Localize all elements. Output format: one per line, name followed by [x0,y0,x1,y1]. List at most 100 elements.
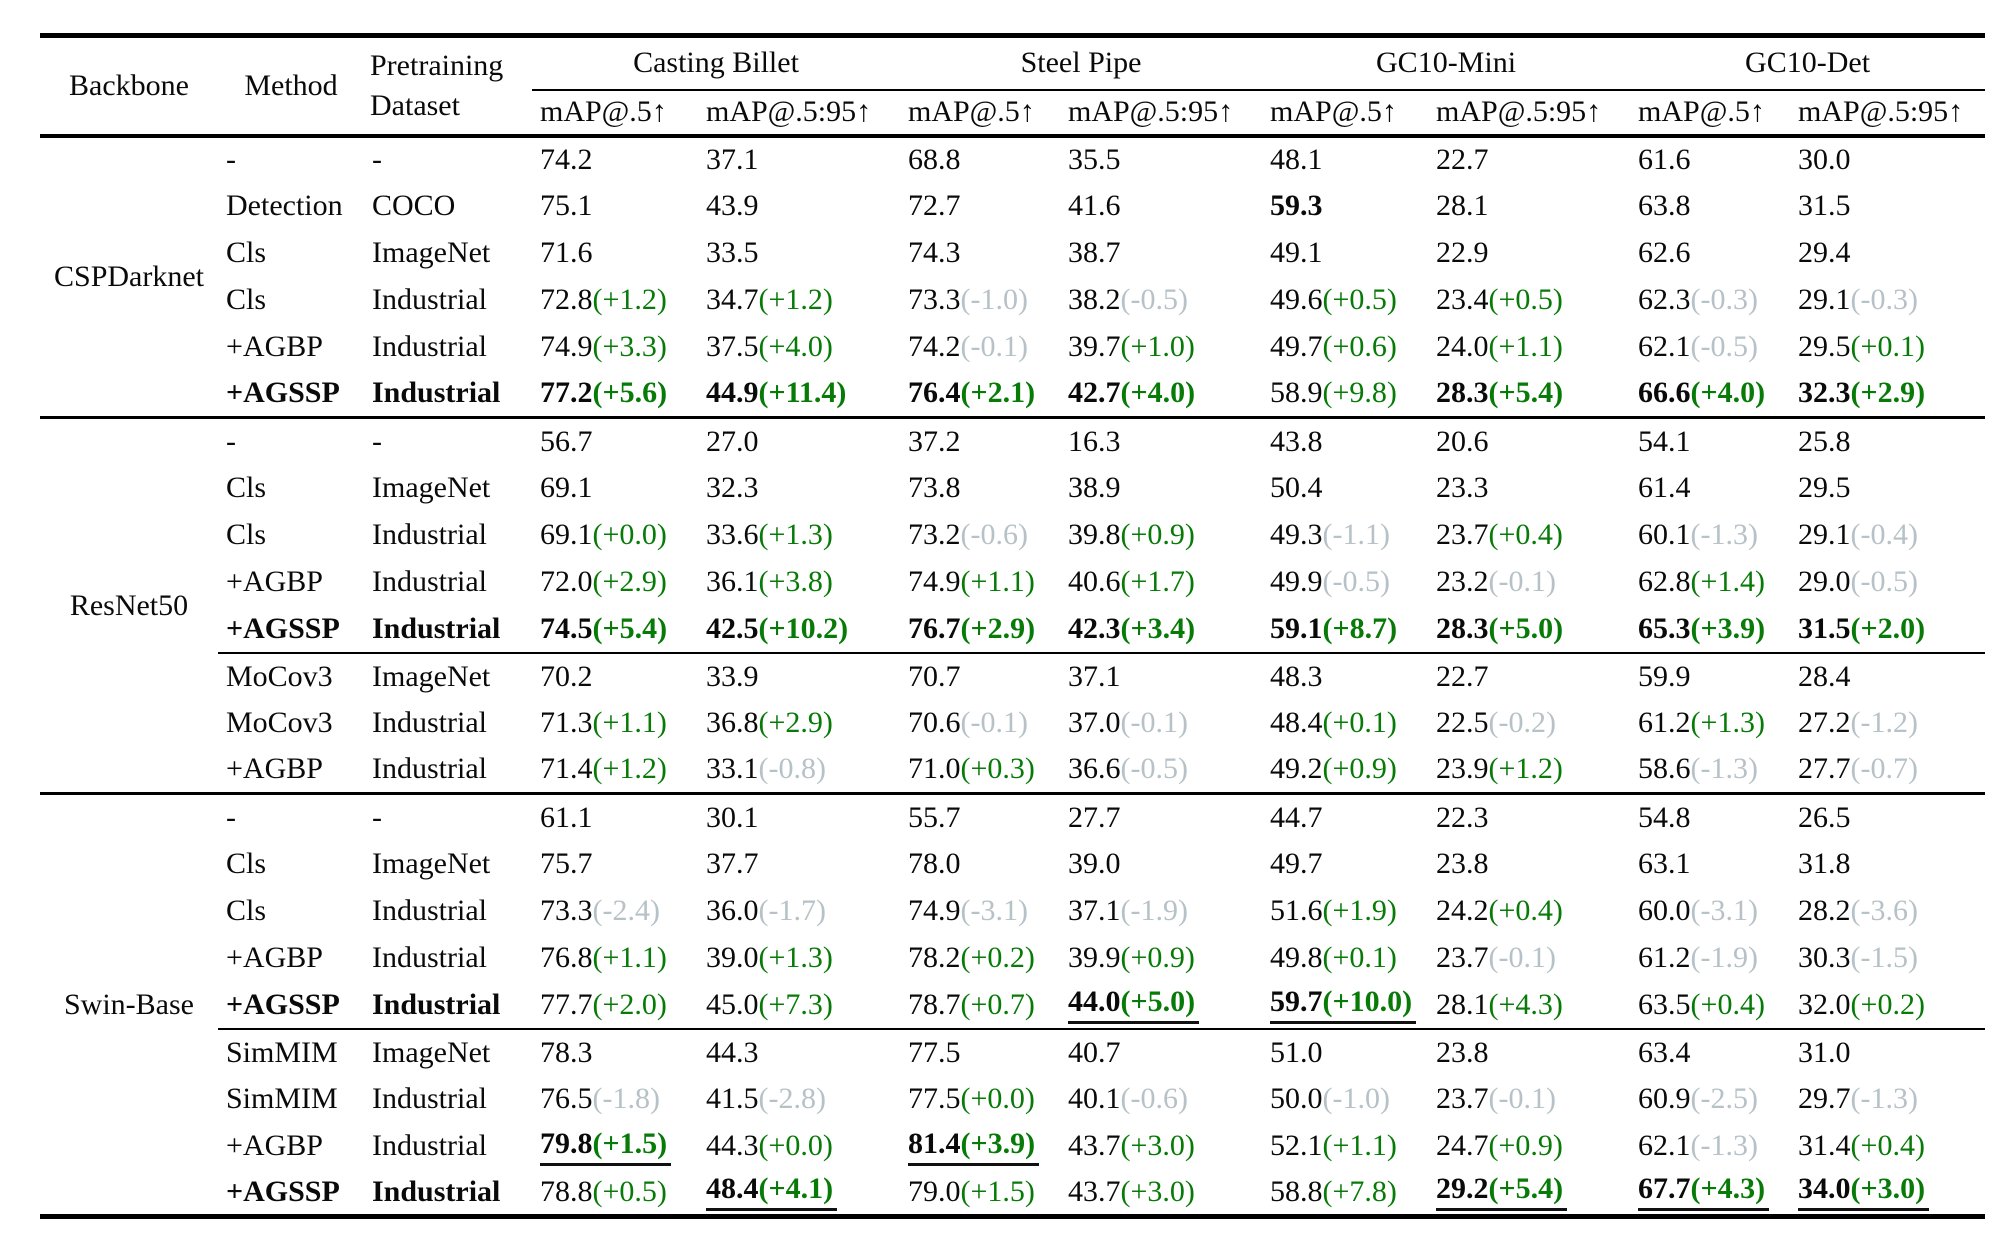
metric-value-cell: 29.0(-0.5) [1790,559,1985,606]
metric-value: 58.9(+9.8) [1270,376,1397,410]
metric-value: 32.3 [706,471,759,504]
metric-value: 76.8(+1.1) [540,941,667,974]
metric-value: 48.4(+4.1) [706,1172,838,1212]
method-cell: Cls [226,236,267,269]
metric-value-cell: 78.2(+0.2) [900,935,1060,982]
metric-value-cell: 77.7(+2.0) [532,982,698,1029]
metric-value: 48.4(+0.1) [1270,706,1397,739]
metric-value: 23.7(-0.1) [1436,1082,1556,1115]
delta-value: (+0.0) [758,1129,833,1162]
metric-value-cell: 61.4 [1630,465,1790,512]
metric-value: 51.6(+1.9) [1270,894,1397,927]
table-row: SimMIM ImageNet 78.3 44.3 77.5 40.7 51.0 23.8 63… [40,1027,1986,1076]
metric-value: 70.7 [908,659,961,693]
metric-value-cell: 69.1 [532,465,698,512]
metric-value-cell: 69.1(+0.0) [532,512,698,559]
metric-value-cell: 26.5 [1790,792,1986,841]
metric-value-cell: 28.4 [1790,651,1986,700]
metric-value-cell: 28.1(+4.3) [1428,982,1630,1029]
metric-value: 32.0(+0.2) [1798,987,1925,1021]
metric-value: 68.8 [908,143,961,176]
pretraining-dataset-cell: - [372,143,382,176]
metric-value-cell: 74.5(+5.4) [532,606,698,653]
metric-value: 78.2(+0.2) [908,941,1035,974]
method-cell: Cls [226,847,267,880]
metric-header-map5095: mAP@.5:95↑ [698,89,900,138]
metric-value-cell: 72.7 [900,183,1060,230]
pretraining-header-line1: Pretraining [370,48,504,82]
delta-value: (+5.0) [1120,985,1196,1018]
metric-value-cell: 43.7(+3.0) [1060,1123,1262,1170]
metric-value-cell: 39.0(+1.3) [698,935,900,982]
metric-value: 23.8 [1436,847,1489,880]
metric-value-cell: 29.5(+0.1) [1790,324,1985,371]
delta-value: (-1.2) [1850,706,1919,739]
metric-value-cell: 38.9 [1060,465,1262,512]
pretraining-dataset-cell: Industrial [372,1082,487,1115]
metric-value-cell: 79.8(+1.5) [532,1123,698,1170]
metric-value-cell: 50.4 [1262,465,1428,512]
metric-value-cell: 28.3(+5.0) [1428,606,1630,653]
method-cell: Detection [226,189,343,222]
delta-value: (-1.7) [758,894,826,927]
metric-value-cell: 48.4(+0.1) [1262,700,1428,747]
metric-value-cell: 27.2(-1.2) [1790,700,1985,747]
metric-value: 38.7 [1068,236,1121,269]
delta-value: (-0.5) [1322,565,1390,598]
metric-value: 50.0(-1.0) [1270,1082,1390,1115]
method-cell: +AGBP [226,565,323,598]
delta-value: (+0.0) [592,518,667,551]
metric-value-cell: 32.3(+2.9) [1790,371,1985,418]
metric-value: 60.0(-3.1) [1638,894,1759,927]
metric-value: 60.9(-2.5) [1638,1082,1759,1115]
metric-value-cell: 75.7 [532,841,698,888]
metric-value: 44.7 [1270,800,1323,834]
metric-value-cell: 44.0(+5.0) [1060,982,1262,1029]
metric-value: 31.5 [1798,189,1851,222]
delta-value: (+4.1) [758,1172,834,1206]
metric-value-cell: 70.7 [900,651,1060,700]
metric-value-cell: 33.6(+1.3) [698,512,900,559]
delta-value: (+0.5) [592,1174,667,1208]
delta-value: (+4.3) [1488,987,1563,1021]
metric-value-cell: 41.6 [1060,183,1262,230]
metric-value-cell: 22.7 [1428,651,1631,700]
metric-value-cell: 77.5 [900,1027,1060,1076]
metric-value: 48.1 [1270,143,1323,176]
delta-value: (+0.9) [1120,941,1195,974]
metric-value: 39.8(+0.9) [1068,518,1195,551]
metric-value-cell: 56.7 [532,416,698,465]
metric-value-cell: 76.8(+1.1) [532,935,698,982]
delta-value: (-0.1) [1488,1082,1556,1115]
pretraining-dataset-cell: ImageNet [364,651,532,700]
metric-value: 39.0(+1.3) [706,941,833,974]
metric-value-cell: 24.2(+0.4) [1428,888,1630,935]
metric-value-cell: 60.1(-1.3) [1630,512,1790,559]
metric-value-cell: 23.7(-0.1) [1428,935,1630,982]
delta-value: (+3.0) [1120,1129,1195,1162]
metric-value-cell: 29.5 [1790,465,1985,512]
metric-value-cell: 29.1(-0.4) [1790,512,1985,559]
delta-value: (+1.2) [592,752,667,786]
metric-value-cell: 74.2 [532,136,698,183]
metric-value: 61.2(-1.9) [1638,941,1759,974]
metric-value-cell: 27.7 [1060,792,1263,841]
method-cell: +AGSSP [226,987,340,1021]
metric-value-cell: 52.1(+1.1) [1262,1123,1428,1170]
metric-value-cell: 37.1(-1.9) [1060,888,1262,935]
metric-value-cell: 41.5(-2.8) [698,1076,900,1123]
metric-value: 67.7(+4.3) [1638,1172,1770,1212]
metric-value-cell: 38.7 [1060,230,1262,277]
metric-value: 63.1 [1638,847,1691,880]
method-cell: +AGBP [226,941,323,974]
metric-value: 29.5 [1798,471,1851,504]
metric-value-cell: 76.4(+2.1) [900,371,1060,418]
delta-value: (-0.5) [1120,752,1188,786]
metric-value-cell: 77.2(+5.6) [532,371,698,418]
metric-value: 27.0 [706,424,759,458]
metric-value: 58.8(+7.8) [1270,1174,1397,1208]
delta-value: (-1.0) [960,283,1028,316]
metric-value-cell: 22.7 [1428,136,1630,183]
metric-value-cell: 49.9(-0.5) [1262,559,1428,606]
delta-value: (-0.5) [1120,283,1188,316]
